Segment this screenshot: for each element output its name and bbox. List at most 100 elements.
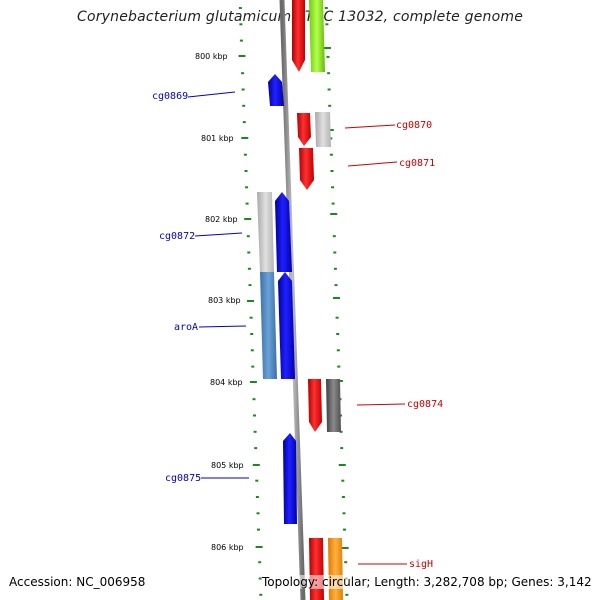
scale-label-805: 805 kbp bbox=[211, 461, 244, 470]
major-tick bbox=[255, 546, 263, 548]
minor-tick bbox=[256, 512, 260, 515]
scale-labels: 800 kbp 801 kbp 802 kbp 803 kbp 804 kbp … bbox=[195, 52, 244, 552]
minor-tick bbox=[252, 398, 256, 401]
minus-strand-features bbox=[257, 74, 297, 524]
leader-line-aroA bbox=[198, 325, 247, 328]
major-tick bbox=[323, 47, 331, 49]
major-tick bbox=[238, 55, 246, 57]
gene-label-cg0869[interactable]: cg0869 bbox=[152, 91, 188, 102]
leader-line-cg0869 bbox=[187, 91, 236, 98]
major-tick bbox=[247, 300, 254, 302]
feature-cg0874-dark[interactable] bbox=[326, 379, 341, 432]
gene-label-cg0875[interactable]: cg0875 bbox=[165, 473, 201, 484]
minor-tick bbox=[343, 528, 346, 531]
feature-top-lime[interactable] bbox=[309, 0, 325, 72]
minor-tick bbox=[239, 39, 243, 42]
minor-tick bbox=[257, 528, 260, 531]
minor-tick bbox=[341, 496, 345, 498]
minor-tick bbox=[331, 202, 335, 205]
gene-arrow-aroA[interactable] bbox=[278, 272, 295, 379]
gene-arrow-sigH[interactable] bbox=[309, 538, 324, 600]
minor-tick bbox=[340, 447, 344, 450]
topology-label: Topology: circular; Length: 3,282,708 bp… bbox=[262, 575, 592, 589]
major-tick bbox=[249, 381, 257, 383]
genome-backbone bbox=[279, 0, 306, 600]
gene-label-cg0870[interactable]: cg0870 bbox=[396, 120, 432, 131]
feature-aroA-steel[interactable] bbox=[260, 272, 277, 379]
gene-arrow-cg0872[interactable] bbox=[275, 192, 292, 272]
gene-arrow-cg0871[interactable] bbox=[299, 148, 314, 190]
minor-tick bbox=[242, 121, 246, 124]
major-tick bbox=[244, 218, 252, 220]
scale-label-806: 806 kbp bbox=[211, 543, 244, 552]
gene-arrow-cg0875[interactable] bbox=[283, 433, 297, 524]
gene-arrow-cg0870[interactable] bbox=[297, 113, 311, 146]
leader-line-cg0871 bbox=[347, 161, 398, 167]
gene-arrow-top-red[interactable] bbox=[292, 0, 305, 72]
minor-tick bbox=[241, 72, 245, 75]
minor-tick bbox=[331, 186, 335, 189]
scale-label-801: 801 kbp bbox=[201, 134, 234, 143]
feature-cg0870-grey[interactable] bbox=[315, 112, 331, 147]
major-tick bbox=[333, 297, 340, 299]
minor-tick bbox=[332, 235, 336, 238]
gene-arrow-cg0869[interactable] bbox=[268, 74, 284, 106]
accession-label: Accession: NC_006958 bbox=[9, 575, 146, 589]
minor-tick bbox=[250, 333, 254, 335]
minor-tick bbox=[247, 267, 251, 270]
minor-tick bbox=[251, 365, 255, 368]
minor-tick bbox=[344, 561, 348, 564]
minor-tick bbox=[254, 447, 258, 450]
minor-tick bbox=[249, 316, 253, 319]
minor-tick bbox=[255, 496, 259, 498]
minor-tick bbox=[246, 235, 250, 238]
minor-tick bbox=[247, 251, 251, 254]
gene-label-aroA[interactable]: aroA bbox=[174, 322, 198, 333]
minor-tick bbox=[325, 23, 329, 26]
minor-tick bbox=[255, 479, 259, 482]
minor-tick bbox=[253, 430, 257, 433]
minor-tick bbox=[330, 170, 334, 172]
major-tick bbox=[341, 547, 349, 549]
minor-tick bbox=[333, 251, 337, 254]
minor-tick bbox=[253, 414, 256, 417]
scale-label-803: 803 kbp bbox=[208, 296, 241, 305]
minor-tick bbox=[333, 267, 337, 270]
minor-tick bbox=[242, 104, 246, 107]
minor-tick bbox=[243, 153, 247, 156]
gene-label-cg0872[interactable]: cg0872 bbox=[159, 231, 195, 242]
minor-tick bbox=[238, 7, 242, 9]
scale-label-800: 800 kbp bbox=[195, 52, 228, 61]
gene-label-cg0874[interactable]: cg0874 bbox=[407, 399, 443, 410]
feature-sigH-orange[interactable] bbox=[328, 538, 343, 600]
minor-tick bbox=[329, 153, 333, 156]
major-tick bbox=[252, 464, 260, 466]
leader-line-cg0870 bbox=[344, 124, 396, 129]
gene-arrow-cg0874[interactable] bbox=[308, 379, 322, 432]
minor-tick bbox=[339, 430, 343, 433]
minor-tick bbox=[327, 88, 331, 91]
minor-tick bbox=[239, 23, 243, 26]
minor-tick bbox=[329, 137, 333, 140]
gene-label-sigH[interactable]: sigH bbox=[409, 559, 433, 570]
minor-tick bbox=[258, 561, 262, 564]
major-tick bbox=[338, 464, 346, 466]
gene-label-cg0871[interactable]: cg0871 bbox=[399, 158, 435, 169]
minor-tick bbox=[336, 333, 340, 335]
leader-line-cg0874 bbox=[356, 403, 406, 406]
minor-tick bbox=[250, 349, 254, 352]
minor-tick bbox=[245, 202, 249, 205]
minor-tick bbox=[241, 88, 245, 91]
minor-tick bbox=[334, 284, 338, 287]
scale-label-804: 804 kbp bbox=[210, 378, 243, 387]
minor-tick bbox=[248, 284, 252, 287]
feature-cg0872-grey[interactable] bbox=[257, 192, 274, 272]
plus-strand-features bbox=[292, 0, 343, 600]
minor-tick bbox=[327, 72, 331, 75]
minor-tick bbox=[244, 170, 248, 172]
major-tick bbox=[330, 213, 338, 215]
scale-label-802: 802 kbp bbox=[205, 215, 238, 224]
minor-tick bbox=[326, 55, 330, 58]
minor-tick bbox=[342, 512, 346, 515]
